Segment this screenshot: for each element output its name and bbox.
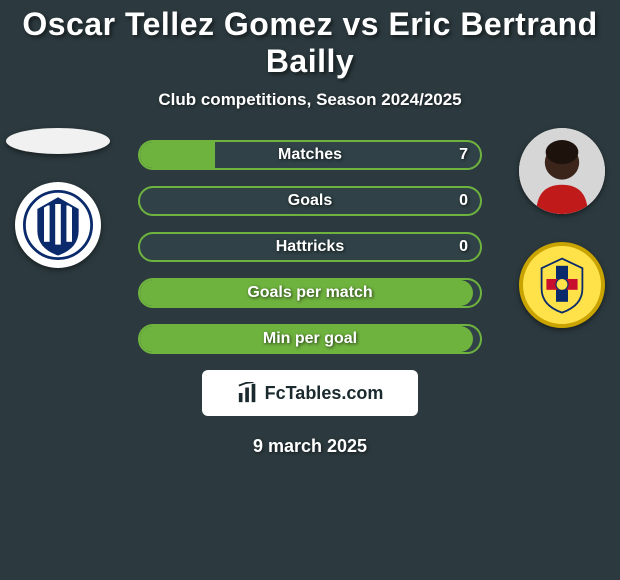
bar-chart-icon [237, 382, 259, 404]
stat-row: Goals per match [138, 278, 482, 308]
stat-value: 7 [459, 146, 468, 164]
stat-label: Hattricks [140, 238, 480, 256]
stat-row: Goals0 [138, 186, 482, 216]
stat-value: 0 [459, 192, 468, 210]
player-silhouette-icon [519, 128, 605, 214]
stat-row: Matches7 [138, 140, 482, 170]
stat-label: Goals [140, 192, 480, 210]
stat-row: Min per goal [138, 324, 482, 354]
stat-bar-fill [140, 280, 473, 306]
comparison-bars: Matches7Goals0Hattricks0Goals per matchM… [138, 140, 482, 354]
villarreal-badge-icon [532, 255, 592, 315]
stat-row: Hattricks0 [138, 232, 482, 262]
page-title: Oscar Tellez Gomez vs Eric Bertrand Bail… [0, 0, 620, 80]
footer-date: 9 march 2025 [0, 436, 620, 457]
stat-bar-fill [140, 142, 215, 168]
page-subtitle: Club competitions, Season 2024/2025 [0, 90, 620, 110]
alaves-badge-icon [23, 190, 93, 260]
right-player-column [512, 128, 612, 328]
stat-value: 0 [459, 238, 468, 256]
stat-bar-fill [140, 326, 473, 352]
branding-label: FcTables.com [265, 383, 384, 404]
branding-box: FcTables.com [202, 370, 418, 416]
left-player-column [8, 128, 108, 268]
right-club-badge [519, 242, 605, 328]
right-player-avatar [519, 128, 605, 214]
left-player-avatar-placeholder [6, 128, 110, 154]
comparison-panel: Matches7Goals0Hattricks0Goals per matchM… [0, 140, 620, 457]
left-club-badge [15, 182, 101, 268]
